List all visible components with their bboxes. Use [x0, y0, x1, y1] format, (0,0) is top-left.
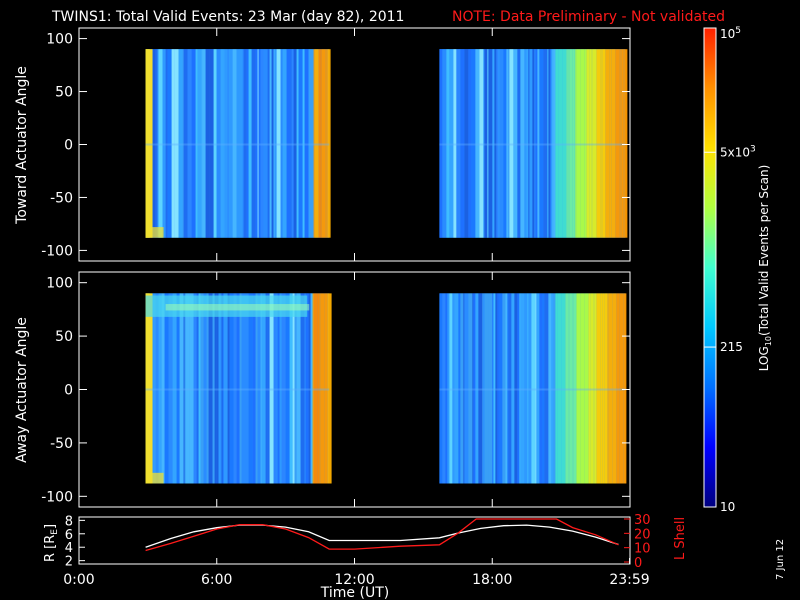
colorbar-tick-label: 10	[720, 500, 735, 514]
y-tick-label: -100	[41, 243, 73, 259]
date-stamp: 7 Jun 12	[775, 539, 786, 580]
y-tick-label: -100	[41, 489, 73, 505]
time-tick-label: 6:00	[201, 572, 232, 588]
away-ylabel: Away Actuator Angle	[14, 317, 30, 463]
y-tick-label: 0	[64, 383, 73, 399]
right-tick-label: 10	[634, 542, 651, 557]
toward-panel: 100 50 0 -50 -100 Toward Actuator Angle	[14, 27, 631, 262]
chart-title: TWINS1: Total Valid Events: 23 Mar (day …	[51, 9, 404, 25]
orbit-right-ylabel: L Shell	[673, 517, 688, 560]
colorbar-tick-label: 5x103	[720, 144, 756, 159]
heatmap-block	[145, 49, 331, 238]
colorbar-tick-label: 105	[720, 26, 741, 41]
colorbar-label: LOG10(Total Valid Events per Scan)	[757, 165, 773, 372]
left-tick-label: 4	[65, 541, 73, 556]
y-tick-label: 100	[46, 32, 73, 48]
y-tick-label: -50	[50, 436, 73, 452]
y-tick-label: 50	[55, 329, 73, 345]
time-tick-label: 18:00	[472, 572, 512, 588]
right-tick-label: 30	[634, 513, 651, 528]
x-axis-title: Time (UT)	[320, 585, 389, 600]
time-tick-label: 12:00	[334, 572, 374, 588]
left-tick-label: 6	[65, 528, 73, 543]
y-tick-label: 0	[64, 138, 73, 154]
right-tick-label: 0	[634, 556, 642, 571]
preliminary-note: NOTE: Data Preliminary - Not validated	[452, 9, 725, 25]
left-tick-label: 2	[65, 555, 73, 570]
y-tick-label: 50	[55, 85, 73, 101]
colorbar-tick-label: 215	[720, 340, 743, 354]
r-series-line	[145, 524, 619, 548]
colorbar-gradient	[703, 27, 717, 508]
colorbar: 105 5x103 215 10 LOG10(Total Valid Events p…	[703, 26, 773, 514]
y-tick-label: 100	[46, 276, 73, 292]
heatmap-block	[439, 293, 627, 484]
away-panel: 100 50 0 -50 -100 Away Actuator Angle	[14, 271, 631, 508]
lshell-series-line	[145, 518, 619, 552]
left-tick-label: 8	[65, 514, 73, 529]
toward-ylabel: Toward Actuator Angle	[14, 66, 30, 225]
time-tick-label: 23:59	[609, 572, 649, 588]
y-tick-label: -50	[50, 190, 73, 206]
heatmap-block	[439, 49, 628, 238]
orbit-left-ylabel: R [RE]	[43, 524, 60, 562]
right-tick-label: 20	[634, 527, 651, 542]
time-tick-label: 0:00	[63, 572, 94, 588]
heatmap-block	[145, 293, 332, 484]
